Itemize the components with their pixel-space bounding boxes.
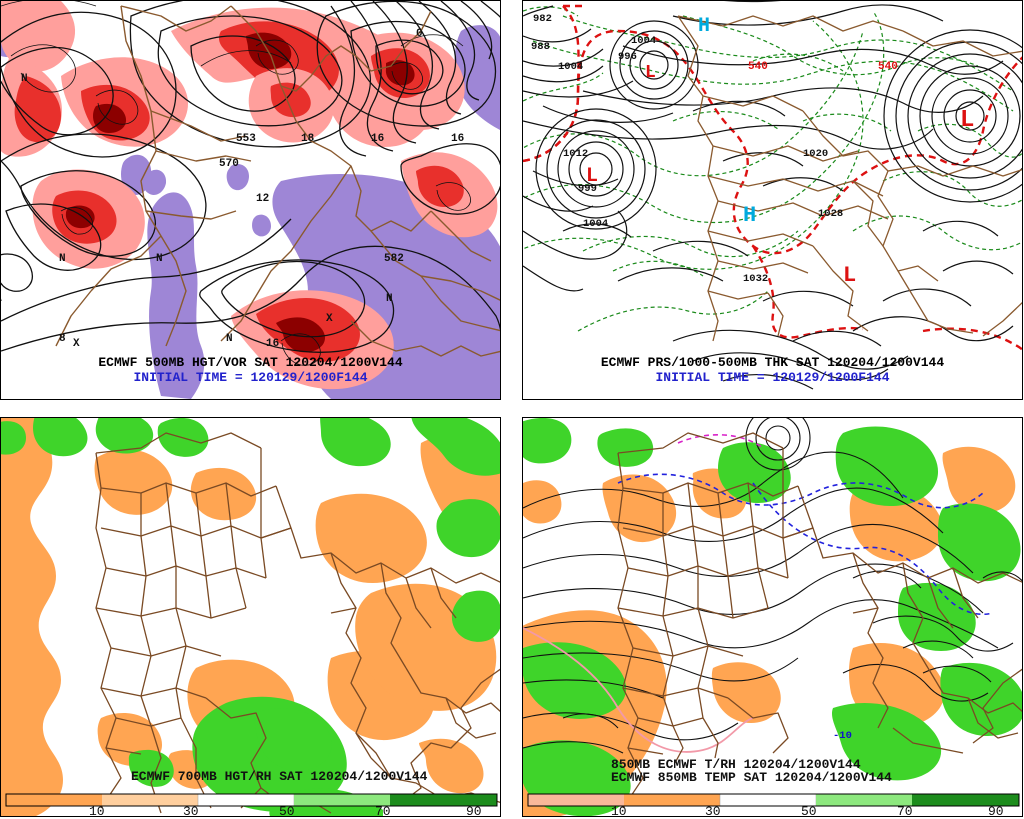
svg-text:582: 582	[384, 253, 404, 265]
svg-text:30: 30	[705, 804, 721, 817]
svg-text:L: L	[645, 63, 656, 83]
svg-text:N: N	[21, 73, 28, 85]
svg-text:570: 570	[219, 158, 239, 170]
svg-text:553: 553	[236, 133, 256, 145]
svg-text:0: 0	[416, 28, 423, 40]
svg-text:1028: 1028	[818, 208, 843, 220]
svg-text:540: 540	[878, 61, 898, 73]
svg-text:50: 50	[801, 804, 817, 817]
svg-text:10: 10	[611, 804, 627, 817]
svg-text:1032: 1032	[743, 273, 768, 285]
svg-text:N: N	[156, 253, 163, 265]
svg-text:18: 18	[301, 133, 315, 145]
svg-text:X: X	[73, 338, 80, 350]
svg-text:1020: 1020	[803, 148, 828, 160]
svg-text:16: 16	[371, 133, 384, 145]
svg-text:540: 540	[748, 61, 768, 73]
svg-text:ECMWF 850MB TEMP SAT 120204/12: ECMWF 850MB TEMP SAT 120204/1200V144	[611, 770, 892, 785]
svg-text:16: 16	[266, 338, 279, 350]
svg-text:10: 10	[89, 804, 105, 817]
svg-text:L: L	[586, 165, 598, 188]
svg-text:50: 50	[279, 804, 295, 817]
svg-text:X: X	[326, 313, 333, 325]
svg-text:30: 30	[183, 804, 199, 817]
svg-text:ECMWF 700MB HGT/RH SAT 120204/: ECMWF 700MB HGT/RH SAT 120204/1200V144	[131, 769, 428, 784]
svg-text:1012: 1012	[563, 148, 588, 160]
svg-text:1004: 1004	[558, 61, 583, 73]
svg-text:90: 90	[466, 804, 482, 817]
svg-text:16: 16	[451, 133, 464, 145]
svg-text:L: L	[960, 107, 974, 134]
svg-text:12: 12	[256, 193, 269, 205]
svg-text:988: 988	[531, 41, 550, 53]
svg-text:1004: 1004	[583, 218, 608, 230]
svg-text:N: N	[226, 333, 233, 345]
svg-text:N: N	[386, 293, 393, 305]
svg-text:70: 70	[375, 804, 391, 817]
svg-text:70: 70	[897, 804, 913, 817]
svg-text:N: N	[59, 253, 66, 265]
svg-text:H: H	[698, 15, 710, 38]
svg-text:-10: -10	[833, 730, 852, 742]
svg-text:90: 90	[988, 804, 1004, 817]
svg-text:996: 996	[618, 51, 637, 63]
svg-text:8: 8	[59, 333, 66, 345]
svg-text:1004: 1004	[631, 35, 656, 47]
svg-text:982: 982	[533, 13, 552, 25]
svg-text:H: H	[743, 203, 756, 228]
svg-text:L: L	[843, 263, 856, 288]
